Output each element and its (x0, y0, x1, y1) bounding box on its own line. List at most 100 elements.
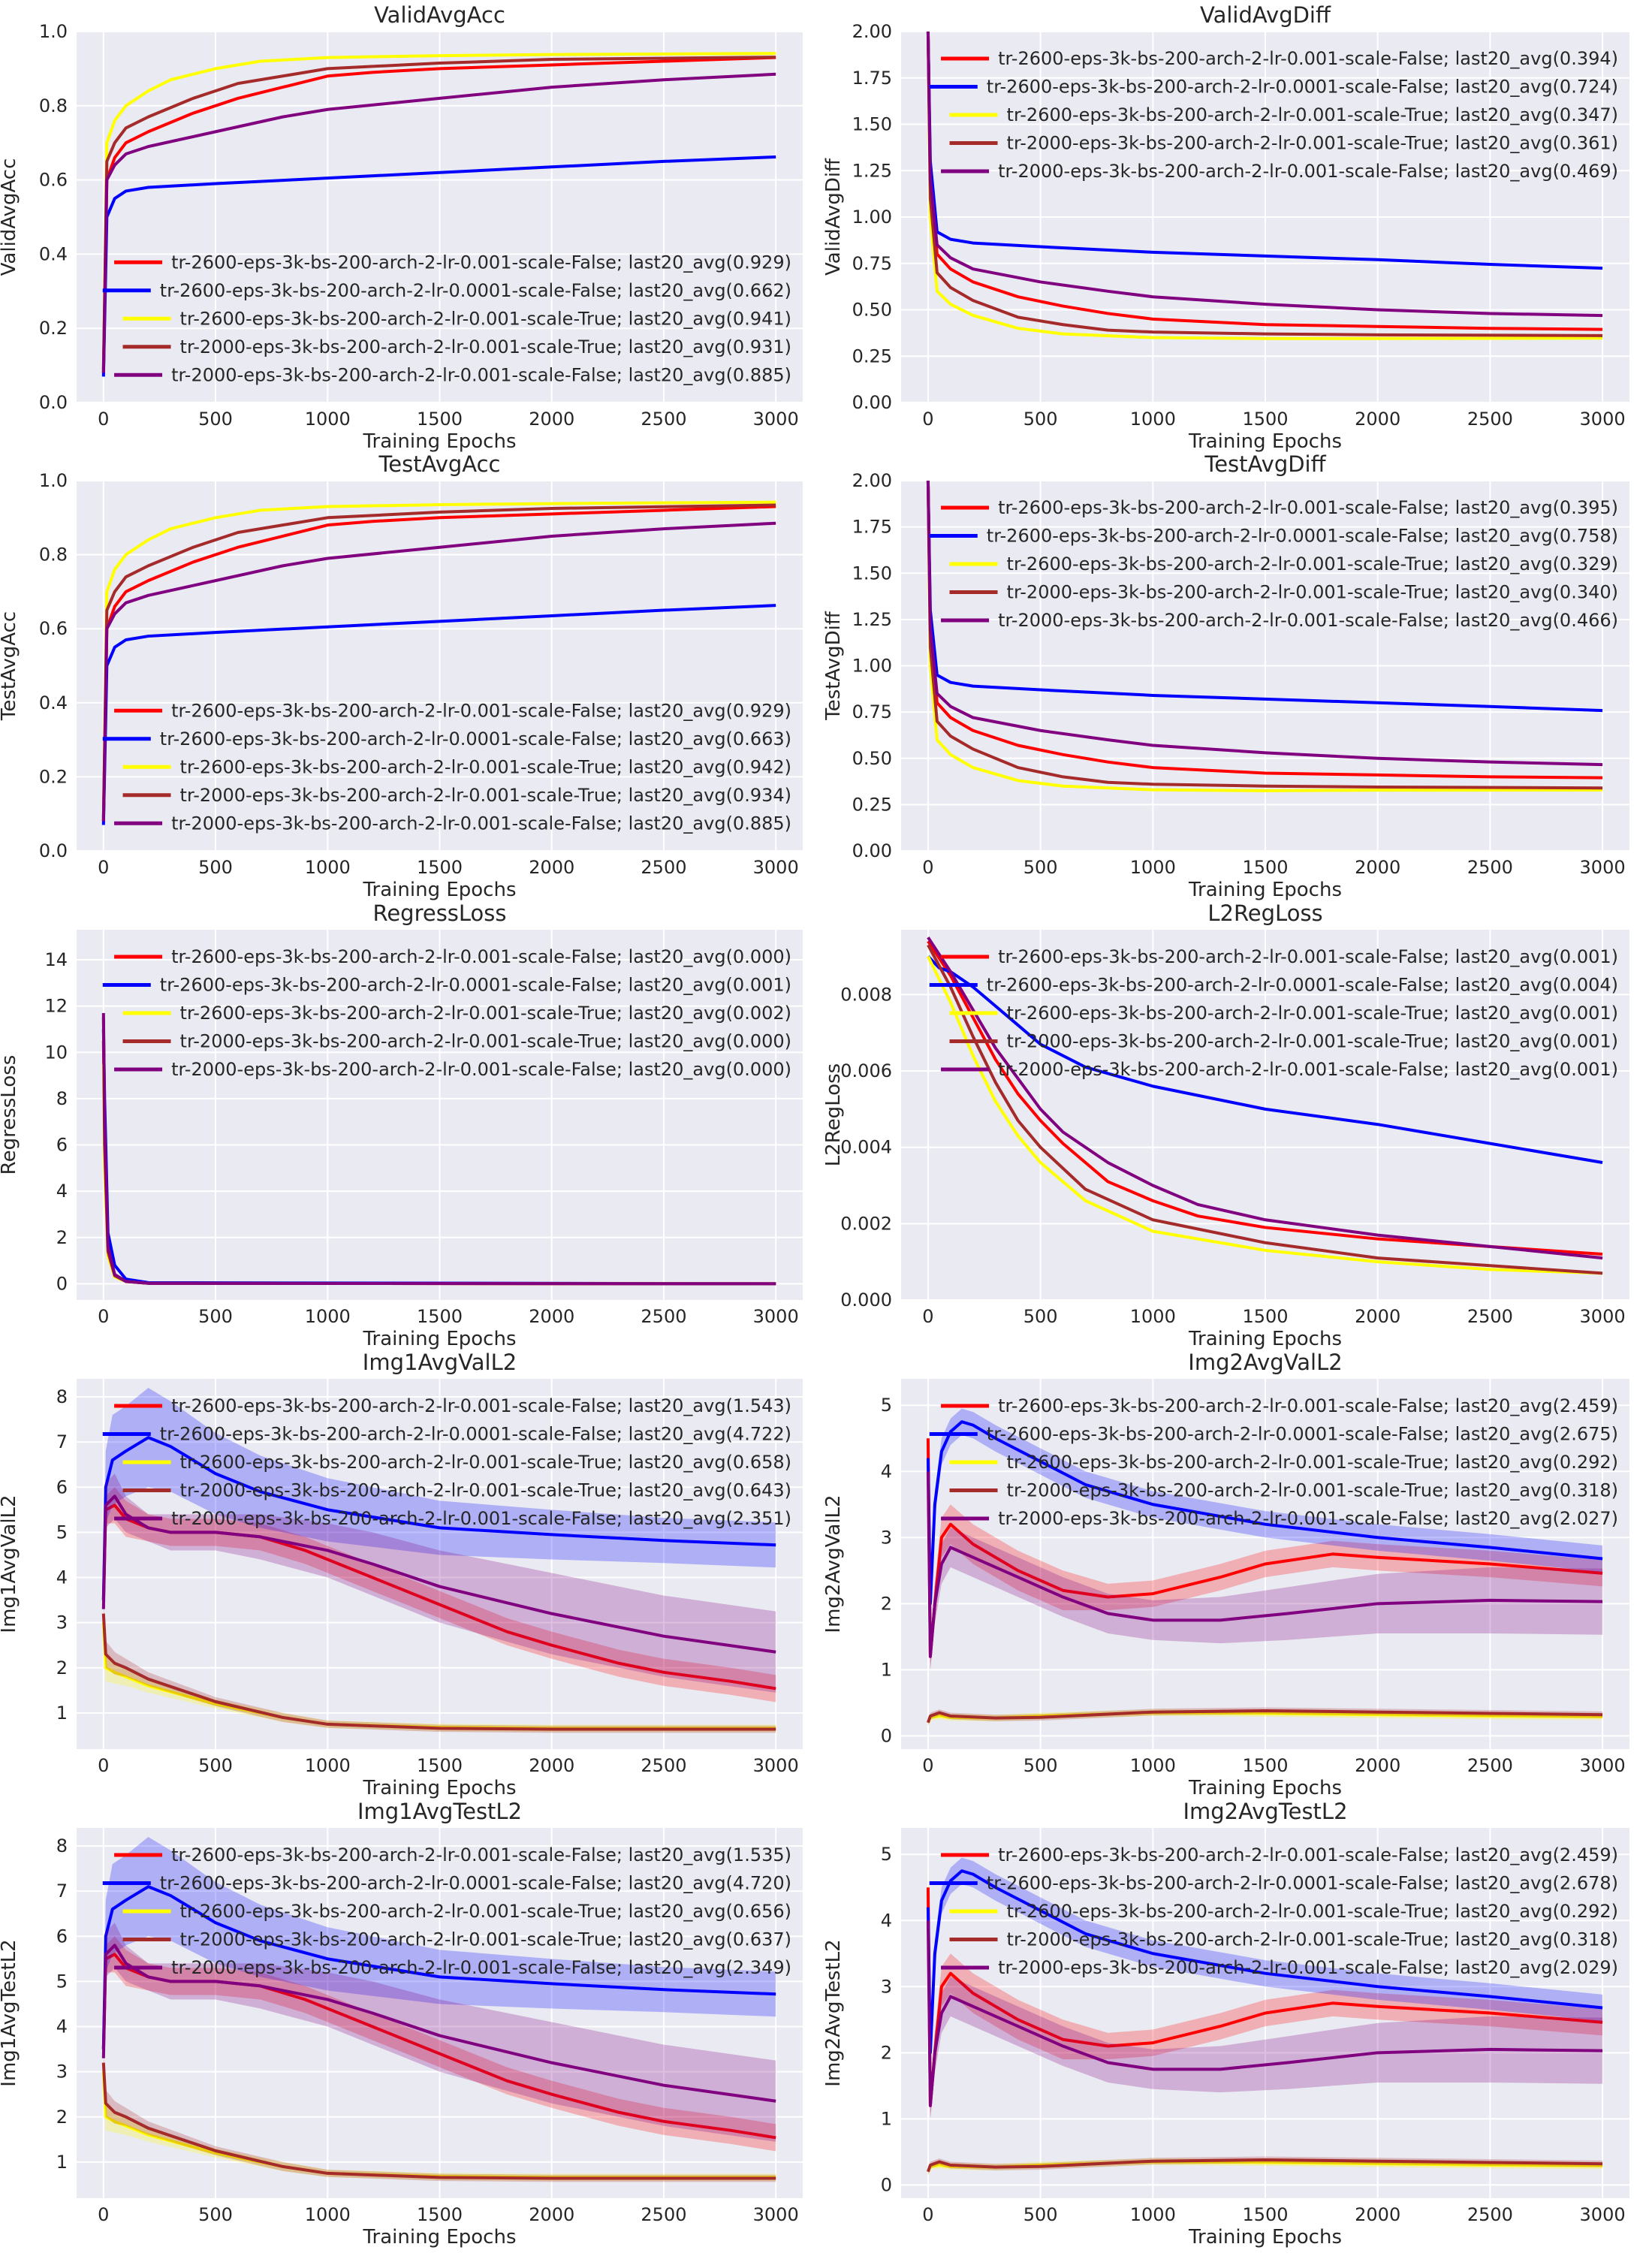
chart-title: Img2AvgTestL2 (1183, 1799, 1347, 1824)
x-tick-label: 1500 (1242, 1755, 1288, 1776)
y-tick-label: 0.8 (39, 544, 68, 566)
series-line (926, 1438, 1603, 1658)
plot-area (926, 1857, 1603, 2176)
x-tick-label: 2500 (641, 2204, 686, 2225)
x-axis-label: Training Epochs (362, 430, 516, 453)
chart-title: TestAvgAcc (378, 451, 500, 477)
y-tick-label: 0.2 (39, 318, 68, 339)
series-line (926, 1420, 1603, 1606)
legend-label: tr-2600-eps-3k-bs-200-arch-2-lr-0.0001-s… (160, 1424, 791, 1445)
x-tick-label: 3000 (1580, 1755, 1626, 1776)
series-band (927, 1857, 1603, 2066)
y-tick-label: 3 (56, 2061, 68, 2083)
series-band (103, 1923, 776, 2142)
x-axis-label: Training Epochs (362, 879, 516, 901)
x-tick-label: 1000 (1130, 2204, 1176, 2225)
x-tick-label: 0 (98, 1755, 109, 1776)
y-tick-label: 0.6 (39, 618, 68, 639)
x-tick-label: 1000 (1130, 1306, 1176, 1327)
x-axis-label: Training Epochs (1188, 879, 1342, 901)
series-line (926, 481, 1603, 713)
y-tick-label: 4 (881, 1910, 892, 1931)
x-axis-label: Training Epochs (1188, 2226, 1342, 2248)
chart-validavgacc: 0 500 1000 1500 2000 2500 3000 0.0 0.2 0.4 0.6 0.8 1… (0, 2, 803, 453)
legend-label: tr-2600-eps-3k-bs-200-arch-2-lr-0.001-sc… (171, 252, 791, 273)
series-line (101, 505, 776, 822)
x-tick-label: 2500 (641, 1755, 686, 1776)
x-tick-label: 3000 (753, 1306, 799, 1327)
legend: tr-2600-eps-3k-bs-200-arch-2-lr-0.001-sc… (102, 1395, 791, 1529)
legend-label: tr-2600-eps-3k-bs-200-arch-2-lr-0.0001-s… (160, 1873, 791, 1894)
series-line (926, 32, 1603, 318)
y-tick-label: 4 (56, 1181, 68, 1202)
series-line (101, 521, 776, 822)
legend-label: tr-2000-eps-3k-bs-200-arch-2-lr-0.001-sc… (998, 1957, 1618, 1978)
legend-label: tr-2600-eps-3k-bs-200-arch-2-lr-0.001-sc… (998, 48, 1618, 69)
y-tick-label: 2 (56, 1657, 68, 1678)
series-band (103, 1388, 776, 1614)
chart-title: L2RegLoss (1207, 900, 1322, 926)
y-tick-label: 1.25 (852, 160, 892, 181)
legend-label: tr-2600-eps-3k-bs-200-arch-2-lr-0.001-sc… (171, 1844, 791, 1865)
y-tick-label: 1.75 (852, 517, 892, 538)
legend-label: tr-2600-eps-3k-bs-200-arch-2-lr-0.001-sc… (998, 946, 1618, 967)
series-line (927, 944, 1603, 1275)
y-tick-label: 6 (56, 1926, 68, 1947)
x-tick-label: 2500 (641, 857, 686, 878)
y-tick-label: 0 (881, 1725, 892, 1746)
x-tick-label: 0 (98, 409, 109, 430)
series-line (926, 481, 1603, 767)
chart-title: ValidAvgDiff (1200, 2, 1331, 28)
y-axis-label: Img1AvgValL2 (0, 1494, 20, 1633)
x-tick-label: 500 (1023, 1755, 1058, 1776)
x-axis-label: Training Epochs (1188, 430, 1342, 453)
y-tick-label: 8 (56, 1386, 68, 1407)
y-tick-label: 2.00 (852, 470, 892, 491)
y-tick-label: 1.50 (852, 114, 892, 135)
y-axis-label: ValidAvgAcc (0, 158, 20, 276)
series-line (101, 52, 776, 366)
series-line (101, 1494, 776, 1654)
chart-img1avgtestl2: 0 500 1000 1500 2000 2500 3000 1 2 3 4 5 6 7 8 Img1AvgT… (0, 1799, 803, 2248)
x-tick-label: 1000 (1130, 857, 1176, 878)
legend-label: tr-2600-eps-3k-bs-200-arch-2-lr-0.0001-s… (160, 728, 791, 749)
y-axis-label: RegressLoss (0, 1055, 20, 1175)
series-line (101, 1944, 776, 2103)
chart-img2avgtestl2: 0 500 1000 1500 2000 2500 3000 0 1 2 3 4 5 Img2AvgTes… (822, 1799, 1629, 2248)
legend-label: tr-2600-eps-3k-bs-200-arch-2-lr-0.0001-s… (160, 280, 791, 301)
series-line (926, 32, 1603, 337)
y-tick-label: 1.00 (852, 207, 892, 228)
y-tick-label: 0.0 (39, 840, 68, 861)
plot-area (927, 936, 1603, 1275)
y-tick-label: 7 (56, 1881, 68, 1902)
y-tick-label: 1 (56, 1703, 68, 1724)
y-tick-label: 0.004 (840, 1137, 892, 1158)
y-tick-label: 0 (881, 2174, 892, 2195)
x-tick-label: 1500 (1242, 2204, 1288, 2225)
x-tick-label: 1500 (1242, 857, 1288, 878)
legend-label: tr-2000-eps-3k-bs-200-arch-2-lr-0.001-sc… (180, 1929, 791, 1950)
series-band (927, 1867, 1603, 2119)
chart-title: Img1AvgValL2 (363, 1350, 517, 1375)
y-tick-label: 4 (56, 2016, 68, 2037)
plot-area (101, 52, 776, 377)
legend-label: tr-2600-eps-3k-bs-200-arch-2-lr-0.001-sc… (998, 1844, 1618, 1865)
y-tick-label: 2 (56, 2107, 68, 2128)
y-tick-label: 1 (881, 1659, 892, 1680)
y-tick-label: 0.75 (852, 253, 892, 274)
x-tick-label: 2500 (1467, 1755, 1513, 1776)
legend-label: tr-2600-eps-3k-bs-200-arch-2-lr-0.0001-s… (987, 77, 1618, 98)
x-tick-label: 0 (98, 2204, 109, 2225)
y-tick-label: 1 (56, 2152, 68, 2173)
legend: tr-2600-eps-3k-bs-200-arch-2-lr-0.001-sc… (929, 48, 1618, 182)
y-axis-label: ValidAvgDiff (822, 158, 845, 276)
x-tick-label: 3000 (753, 2204, 799, 2225)
legend-label: tr-2000-eps-3k-bs-200-arch-2-lr-0.001-sc… (171, 364, 791, 385)
series-line (101, 604, 776, 825)
y-axis-label: L2RegLoss (822, 1063, 845, 1166)
x-tick-label: 0 (922, 409, 933, 430)
x-axis-label: Training Epochs (362, 1777, 516, 1799)
x-tick-label: 1000 (305, 1306, 351, 1327)
y-tick-label: 8 (56, 1088, 68, 1109)
chart-l2regloss: 0 500 1000 1500 2000 2500 3000 0.000 0.002 0.004 0… (822, 900, 1629, 1350)
